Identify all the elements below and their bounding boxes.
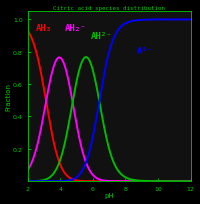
Text: AH₂⁻: AH₂⁻ [65, 24, 86, 33]
X-axis label: pH: pH [104, 193, 114, 198]
Text: AH₃: AH₃ [36, 24, 52, 33]
Title: Citric acid species distribution: Citric acid species distribution [53, 6, 165, 10]
Y-axis label: Fraction: Fraction [6, 83, 12, 111]
Text: AH²⁻: AH²⁻ [91, 32, 113, 41]
Text: A³⁻: A³⁻ [137, 47, 153, 56]
